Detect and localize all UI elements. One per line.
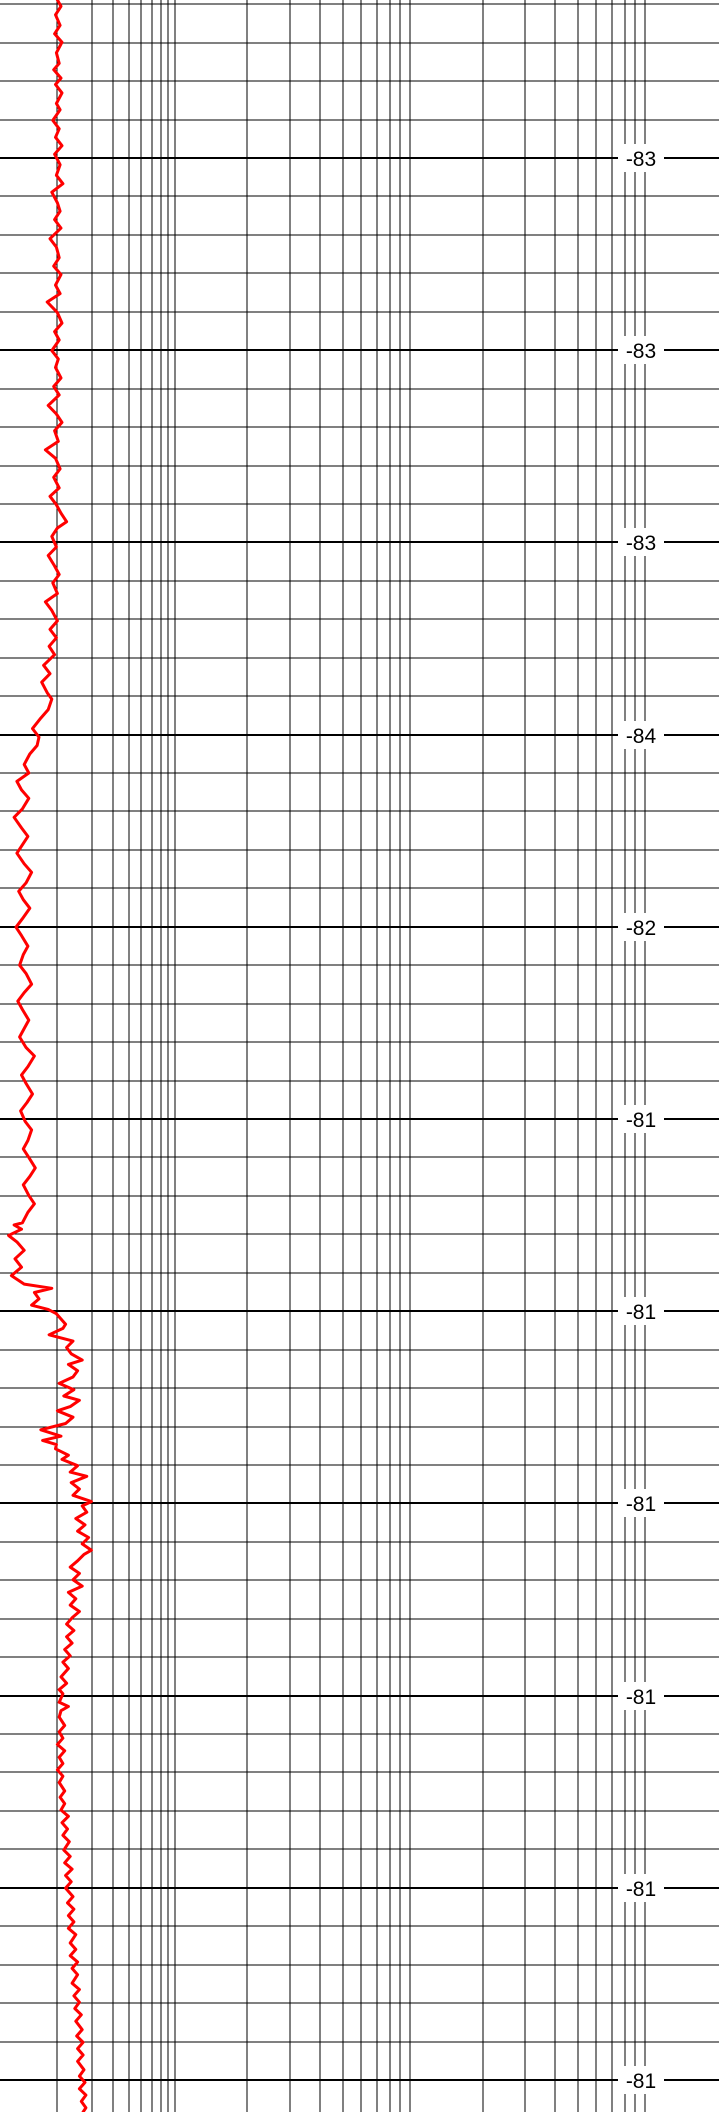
depth-label-background bbox=[618, 1105, 664, 1133]
depth-label-background bbox=[618, 336, 664, 364]
depth-label-background bbox=[618, 913, 664, 941]
depth-label-background bbox=[618, 528, 664, 556]
depth-label-background bbox=[618, 1874, 664, 1902]
depth-label-background bbox=[618, 144, 664, 172]
depth-label: -81 bbox=[626, 1301, 656, 1324]
depth-label-background bbox=[618, 721, 664, 749]
depth-label-background bbox=[618, 1297, 664, 1325]
depth-label-background bbox=[618, 2066, 664, 2094]
depth-label: -81 bbox=[626, 1686, 656, 1709]
depth-label: -82 bbox=[626, 917, 656, 940]
vertical-grid-lines bbox=[56, 0, 646, 2112]
depth-label: -81 bbox=[626, 2070, 656, 2093]
depth-label-background bbox=[618, 1489, 664, 1517]
depth-label: -84 bbox=[626, 725, 657, 748]
horizontal-grid-lines bbox=[0, 3, 719, 2081]
log-trace bbox=[7, 0, 93, 2112]
depth-label: -81 bbox=[626, 1878, 656, 1901]
depth-label: -83 bbox=[626, 532, 656, 555]
depth-labels: -83 -83 -83 -84 -82 -81 -81 -81 -81 -81 -81 bbox=[618, 144, 664, 2094]
depth-label: -81 bbox=[626, 1109, 656, 1132]
depth-label: -83 bbox=[626, 148, 656, 171]
depth-label-background bbox=[618, 1682, 664, 1710]
depth-label: -81 bbox=[626, 1493, 656, 1516]
depth-label: -83 bbox=[626, 340, 656, 363]
